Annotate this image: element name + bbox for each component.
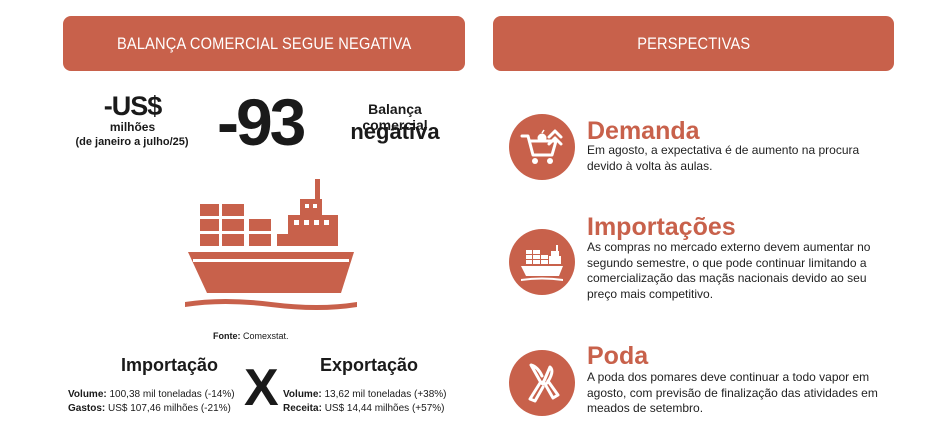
perspective-text-demanda: Em agosto, a expectativa é de aumento na… [587, 143, 860, 173]
pruning-shears-icon [509, 350, 575, 416]
import-spend: Gastos: US$ 107,46 milhões (-21%) [68, 402, 231, 415]
export-revenue: Receita: US$ 14,44 milhões (+57%) [283, 402, 444, 415]
perspectives-banner-title: PERSPECTIVAS [636, 33, 751, 53]
perspective-title-demanda: Demanda [587, 117, 700, 145]
import-title: Importação [121, 355, 219, 375]
perspective-title-poda: Poda [587, 342, 649, 370]
perspective-text-importacoes: As compras no mercado externo devem aume… [587, 240, 871, 301]
source-note: Fonte: Comexstat. [213, 331, 289, 341]
import-volume: Volume: 100,38 mil toneladas (-14%) [68, 388, 235, 401]
source-value: Comexstat. [243, 331, 289, 341]
versus-sign: X [244, 359, 279, 417]
stat-value: -93 [217, 85, 306, 159]
perspectives-banner: PERSPECTIVAS [493, 16, 894, 71]
import-volume-label: Volume: [68, 389, 107, 400]
stat-description-line1: Balança comercial [362, 101, 428, 133]
balance-banner-title: BALANÇA COMERCIAL SEGUE NEGATIVA [116, 33, 412, 53]
import-spend-label: Gastos: [68, 403, 106, 414]
export-revenue-label: Receita: [283, 403, 322, 414]
export-volume-label: Volume: [283, 389, 322, 400]
shopping-cart-icon [509, 114, 575, 180]
balance-banner: BALANÇA COMERCIAL SEGUE NEGATIVA [63, 16, 465, 71]
export-volume-value: 13,62 mil toneladas (+38%) [324, 389, 447, 400]
export-revenue-value: US$ 14,44 milhões (+57%) [324, 403, 445, 414]
import-spend-value: US$ 107,46 milhões (-21%) [108, 403, 231, 414]
perspective-text-poda: A poda dos pomares deve continuar a todo… [587, 370, 878, 415]
source-label: Fonte: [213, 331, 241, 341]
cargo-ship-illustration [185, 179, 357, 310]
export-volume: Volume: 13,62 mil toneladas (+38%) [283, 388, 447, 401]
export-title: Exportação [320, 355, 419, 375]
perspective-title-importacoes: Importações [587, 213, 736, 241]
stat-period: (de janeiro a julho/25) [75, 136, 189, 148]
cargo-ship-icon [509, 229, 575, 295]
stat-unit: -US$ [103, 91, 163, 121]
stat-millions: milhões [109, 120, 156, 134]
import-volume-value: 100,38 mil toneladas (-14%) [109, 389, 235, 400]
stat-description-line2: negativa [350, 119, 440, 144]
